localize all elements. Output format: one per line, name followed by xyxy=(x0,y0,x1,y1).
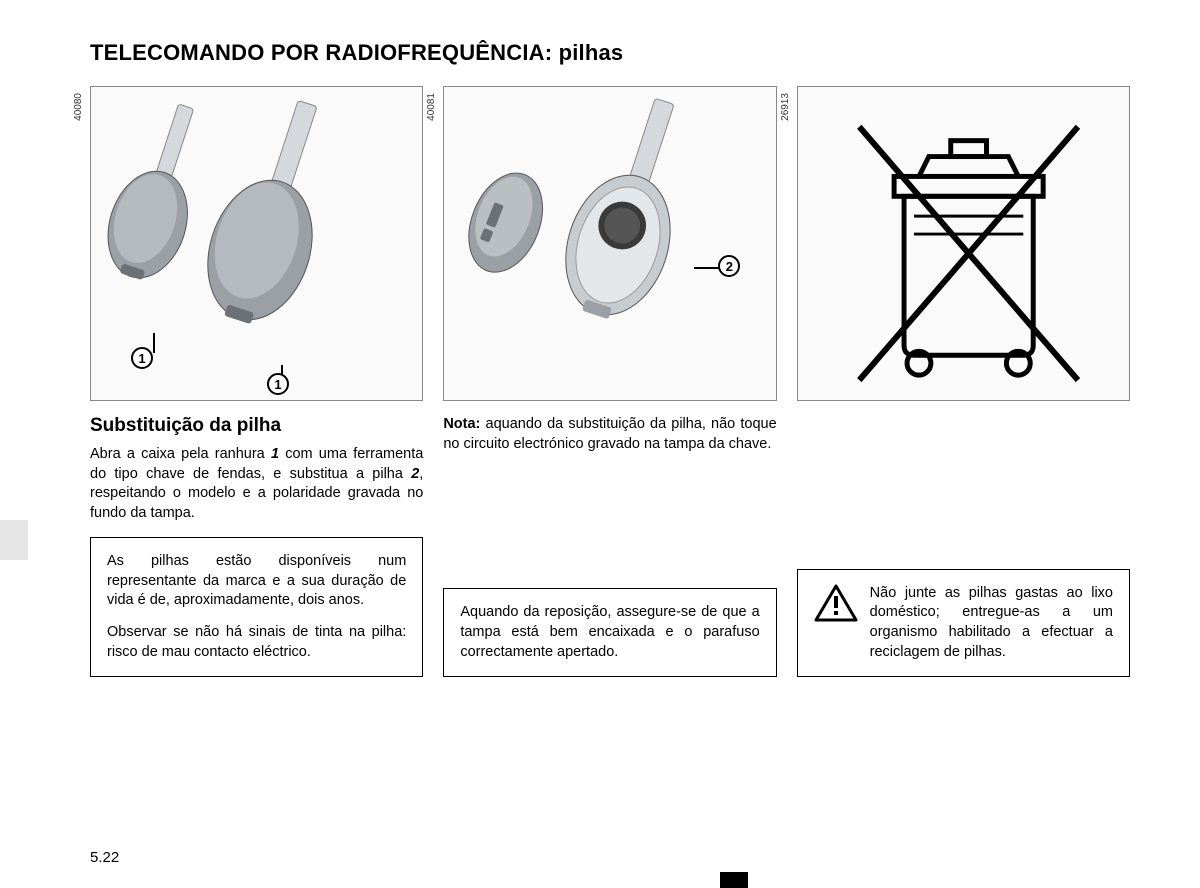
leader-line xyxy=(153,333,155,353)
note-label: Nota: xyxy=(443,416,480,432)
col1-box-p2: Observar se não há sinais de tinta na pi… xyxy=(107,623,406,662)
col3-warn-text: Não junte as pilhas gastas ao lixo domés… xyxy=(870,584,1113,662)
column-2: 40081 2 xyxy=(443,86,776,677)
col1-body: Abra a caixa pela ranhura 1 com uma ferr… xyxy=(90,445,423,523)
column-1: 40080 1 1 xyxy=(90,86,423,677)
col1-box-p1: As pilhas estão disponíveis num represen… xyxy=(107,552,406,611)
col1-heading: Substituição da pilha xyxy=(90,415,423,437)
col3-warning-box: Não junte as pilhas gastas ao lixo domés… xyxy=(797,569,1130,677)
page-title: TELECOMANDO POR RADIOFREQUÊNCIA: pilhas xyxy=(90,40,1130,66)
col2-box-text: Aquando da reposição, assegure-se de que… xyxy=(460,603,759,662)
col1-box: As pilhas estão disponíveis num represen… xyxy=(90,537,423,677)
page-number: 5.22 xyxy=(90,849,119,866)
leader-line xyxy=(694,267,720,269)
warning-icon xyxy=(814,584,858,622)
note-text: aquando da substituição da pilha, não to… xyxy=(443,416,776,452)
columns-container: 40080 1 1 xyxy=(90,86,1130,677)
figure-1: 40080 1 1 xyxy=(90,86,423,401)
figure-3: 26913 xyxy=(797,86,1130,401)
figure-2-svg xyxy=(444,87,775,400)
ref-1: 1 xyxy=(271,446,279,462)
column-3: 26913 xyxy=(797,86,1130,677)
text: Abra a caixa pela ranhura xyxy=(90,446,271,462)
side-tab xyxy=(0,520,28,560)
callout-1a: 1 xyxy=(131,347,153,369)
crop-mark xyxy=(720,872,748,888)
figure-1-id: 40080 xyxy=(73,93,84,121)
figure-3-id: 26913 xyxy=(780,93,791,121)
callout-1b: 1 xyxy=(267,373,289,395)
no-bin-icon xyxy=(798,87,1129,400)
figure-2-id: 40081 xyxy=(426,93,437,121)
col2-note: Nota: aquando da substituição da pilha, … xyxy=(443,415,776,454)
figure-2: 40081 2 xyxy=(443,86,776,401)
col2-box: Aquando da reposição, assegure-se de que… xyxy=(443,588,776,677)
